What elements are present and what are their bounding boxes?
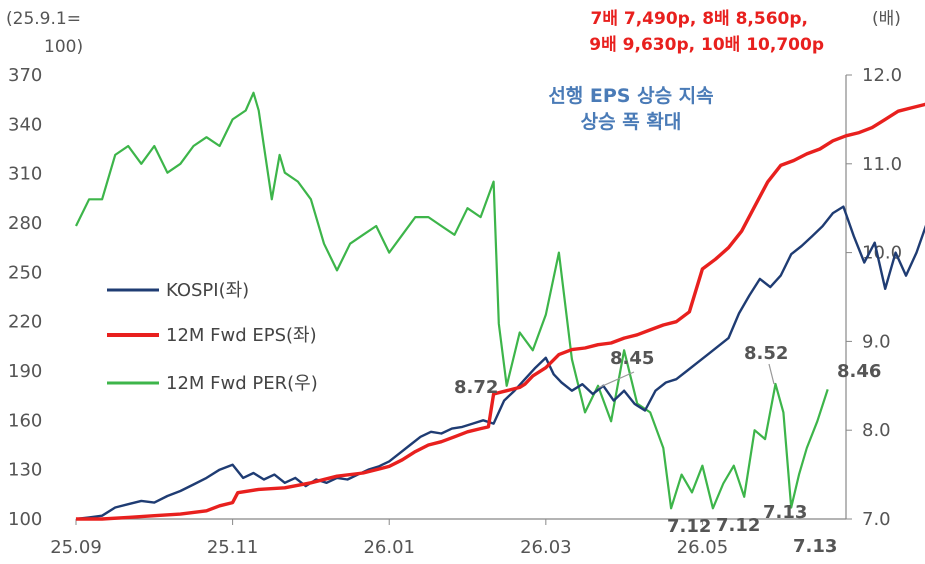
right-axis-unit-label: (배): [872, 9, 901, 29]
right-tick-label: 11.0: [862, 154, 902, 175]
eps-note-line2: 상승 폭 확대: [581, 110, 682, 133]
data-label-8-46: 8.46: [837, 361, 881, 382]
left-tick-label: 280: [8, 213, 42, 234]
right-tick-label: 8.0: [862, 420, 891, 441]
x-tick-label: 26.03: [520, 537, 572, 558]
x-tick-label: 25.11: [207, 537, 259, 558]
data-label-8-52: 8.52: [744, 343, 788, 364]
left-tick-label: 160: [8, 410, 42, 431]
legend-label-kospi: KOSPI(좌): [166, 280, 249, 301]
valuation-multiples-line1: 7배 7,490p, 8배 8,560p,: [591, 9, 809, 29]
legend-label-per: 12M Fwd PER(우): [166, 373, 318, 394]
series-line-per: [75, 91, 829, 510]
left-tick-label: 340: [8, 114, 42, 135]
series-layer: [75, 91, 925, 521]
left-tick-label: 370: [8, 65, 42, 86]
series-line-kospi: [75, 205, 925, 521]
left-tick-label: 190: [8, 361, 42, 382]
data-label-8-72: 8.72: [454, 377, 498, 398]
left-axis-unit-label-line1: (25.9.1=: [6, 9, 81, 29]
data-label-7-12-b: 7.12: [716, 515, 760, 536]
right-tick-label: 9.0: [862, 331, 891, 352]
left-axis-ticks: 370 340 310 280 250 220 190 160 130 100: [8, 65, 42, 530]
right-tick-label: 7.0: [862, 509, 891, 530]
eps-note-line1: 선행 EPS 상승 지속: [548, 85, 713, 107]
x-tick-label: 26.05: [677, 537, 729, 558]
left-tick-label: 100: [8, 509, 42, 530]
data-label-7-13-b: 7.13: [793, 536, 837, 557]
left-tick-label: 220: [8, 312, 42, 333]
x-tick-label: 26.01: [363, 537, 415, 558]
left-tick-label: 310: [8, 164, 42, 185]
left-tick-label: 130: [8, 460, 42, 481]
left-axis-unit-label-line2: 100): [44, 37, 83, 57]
left-tick-label: 250: [8, 262, 42, 283]
legend: KOSPI(좌) 12M Fwd EPS(좌) 12M Fwd PER(우): [107, 280, 318, 394]
data-label-7-12-a: 7.12: [667, 516, 711, 537]
right-axis-ticks: 12.011.010.09.08.07.0: [846, 65, 902, 530]
x-axis-ticks: 25.09 25.11 26.01 26.03 26.05: [50, 519, 728, 558]
callout-line-8-52: [768, 363, 775, 385]
valuation-multiples-line2: 9배 9,630p, 10배 10,700p: [589, 35, 824, 55]
right-tick-label: 12.0: [862, 65, 902, 86]
x-tick-label: 25.09: [50, 537, 102, 558]
data-label-7-13-a: 7.13: [763, 502, 807, 523]
callout-line-8-45: [597, 371, 635, 389]
legend-label-eps: 12M Fwd EPS(좌): [166, 325, 317, 346]
data-label-8-45: 8.45: [610, 348, 654, 369]
series-line-eps: [76, 102, 925, 521]
